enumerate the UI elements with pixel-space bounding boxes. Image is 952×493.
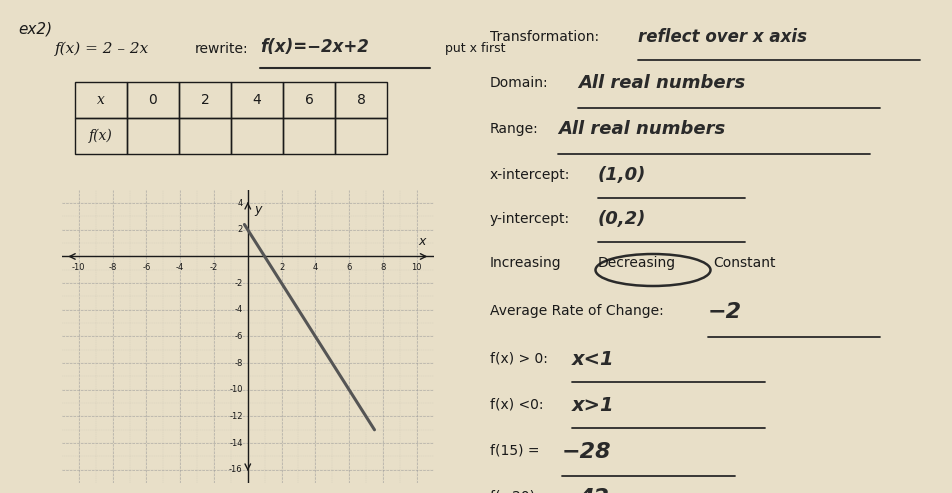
Text: x<1: x<1 bbox=[571, 350, 614, 369]
Text: -6: -6 bbox=[234, 332, 243, 341]
Text: -12: -12 bbox=[229, 412, 243, 421]
Text: -14: -14 bbox=[229, 439, 243, 448]
Bar bbox=[127, 118, 179, 154]
Text: (0,2): (0,2) bbox=[597, 210, 645, 228]
Text: −28: −28 bbox=[562, 442, 611, 462]
Text: -10: -10 bbox=[229, 386, 243, 394]
Text: rewrite:: rewrite: bbox=[195, 42, 248, 56]
Text: −2: −2 bbox=[707, 302, 742, 322]
Text: f(x) = 2 – 2x: f(x) = 2 – 2x bbox=[55, 42, 149, 56]
Text: -8: -8 bbox=[234, 358, 243, 368]
Bar bbox=[283, 118, 335, 154]
Text: Range:: Range: bbox=[489, 122, 538, 136]
Text: Increasing: Increasing bbox=[489, 256, 561, 270]
Text: All real numbers: All real numbers bbox=[578, 74, 744, 92]
Text: 4: 4 bbox=[252, 93, 261, 107]
Text: reflect over x axis: reflect over x axis bbox=[637, 28, 806, 46]
Text: 2: 2 bbox=[237, 225, 243, 234]
Text: f(x) > 0:: f(x) > 0: bbox=[489, 352, 547, 366]
Text: 42: 42 bbox=[578, 488, 608, 493]
Bar bbox=[230, 82, 283, 118]
Text: f(x): f(x) bbox=[89, 129, 112, 143]
Text: -4: -4 bbox=[176, 263, 184, 272]
Bar bbox=[75, 82, 127, 118]
Text: f(15) =: f(15) = bbox=[489, 444, 539, 458]
Text: 10: 10 bbox=[411, 263, 422, 272]
Text: Decreasing: Decreasing bbox=[597, 256, 675, 270]
Text: x-intercept:: x-intercept: bbox=[489, 168, 570, 182]
Text: f(x) <0:: f(x) <0: bbox=[489, 398, 543, 412]
Text: -4: -4 bbox=[234, 305, 243, 315]
Text: -2: -2 bbox=[234, 279, 243, 287]
Bar bbox=[75, 118, 127, 154]
Text: f(−20) =: f(−20) = bbox=[489, 490, 550, 493]
Text: Average Rate of Change:: Average Rate of Change: bbox=[489, 304, 663, 318]
Text: -6: -6 bbox=[142, 263, 150, 272]
Text: 2: 2 bbox=[279, 263, 284, 272]
Bar bbox=[335, 82, 387, 118]
Text: -2: -2 bbox=[209, 263, 218, 272]
Text: 6: 6 bbox=[347, 263, 351, 272]
Text: 8: 8 bbox=[380, 263, 386, 272]
Text: 4: 4 bbox=[237, 199, 243, 208]
Bar bbox=[179, 82, 230, 118]
Text: Transformation:: Transformation: bbox=[489, 30, 599, 44]
Bar bbox=[179, 118, 230, 154]
Text: y: y bbox=[254, 203, 262, 216]
Text: 8: 8 bbox=[356, 93, 365, 107]
Text: x: x bbox=[418, 236, 425, 248]
Text: Constant: Constant bbox=[712, 256, 775, 270]
Text: -10: -10 bbox=[72, 263, 86, 272]
Text: x>1: x>1 bbox=[571, 396, 614, 415]
Bar bbox=[335, 118, 387, 154]
Text: Domain:: Domain: bbox=[489, 76, 548, 90]
Text: x: x bbox=[97, 93, 105, 107]
Bar bbox=[230, 118, 283, 154]
Text: put x first: put x first bbox=[445, 42, 505, 55]
Text: -8: -8 bbox=[109, 263, 117, 272]
Text: ex2): ex2) bbox=[18, 22, 52, 37]
Text: f(x)=−2x+2: f(x)=−2x+2 bbox=[260, 38, 368, 56]
Text: (1,0): (1,0) bbox=[597, 166, 645, 184]
Text: 2: 2 bbox=[201, 93, 209, 107]
Bar bbox=[127, 82, 179, 118]
Text: 6: 6 bbox=[305, 93, 313, 107]
Text: 4: 4 bbox=[312, 263, 318, 272]
Text: 0: 0 bbox=[149, 93, 157, 107]
Bar bbox=[283, 82, 335, 118]
Text: -16: -16 bbox=[228, 465, 243, 474]
Text: y-intercept:: y-intercept: bbox=[489, 212, 569, 226]
Text: All real numbers: All real numbers bbox=[558, 120, 724, 138]
